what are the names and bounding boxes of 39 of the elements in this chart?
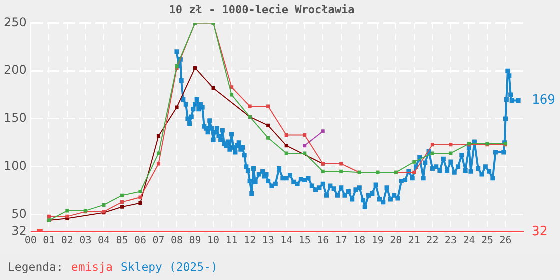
x-tick-label: 17 — [335, 236, 348, 247]
y-tick-label: 50 — [12, 206, 27, 221]
x-tick-label: 01 — [43, 236, 56, 247]
x-tick-label: 14 — [280, 236, 293, 247]
text: Sklepy (2025-) — [120, 260, 218, 274]
x-tick-label: 09 — [189, 236, 202, 247]
y-tick-label: 250 — [4, 15, 27, 30]
text: emisja — [71, 260, 113, 274]
x-tick-label: 04 — [98, 236, 110, 247]
x-tick-label: 23 — [444, 236, 457, 247]
y-tick-label: 200 — [4, 63, 27, 78]
x-tick-label: 03 — [80, 236, 92, 247]
x-tick-label: 11 — [226, 236, 238, 247]
y-tick-label: 100 — [4, 158, 27, 173]
x-tick-label: 13 — [262, 236, 274, 247]
legend-title: Legenda: — [8, 260, 64, 274]
annotation: 169 — [532, 93, 556, 108]
x-tick-label: 16 — [317, 236, 330, 247]
ref-line-label: 32 — [532, 224, 548, 240]
x-tick-label: 06 — [134, 236, 147, 247]
x-tick-label: 26 — [500, 236, 512, 247]
y-tick-label: 32 — [12, 224, 27, 238]
x-tick-label: 07 — [152, 236, 165, 247]
x-tick-label: 22 — [426, 236, 439, 247]
x-tick-label: 00 — [24, 236, 37, 247]
x-tick-label: 19 — [372, 236, 384, 247]
chart-title: 10 zł - 1000-lecie Wrocławia — [169, 3, 355, 16]
x-tick-label: 15 — [298, 236, 311, 247]
x-tick-label: 10 — [208, 236, 220, 247]
x-tick-label: 08 — [170, 236, 184, 247]
x-tick-label: 12 — [244, 236, 256, 247]
x-tick-label: 18 — [354, 236, 366, 247]
x-tick-label: 24 — [463, 236, 476, 247]
x-tick-label: 21 — [408, 236, 420, 247]
y-tick-label: 150 — [4, 111, 27, 126]
x-tick-label: 05 — [116, 236, 128, 247]
x-tick-label: 20 — [390, 236, 402, 247]
x-tick-label: 25 — [481, 236, 494, 247]
x-tick-label: 02 — [61, 236, 74, 247]
